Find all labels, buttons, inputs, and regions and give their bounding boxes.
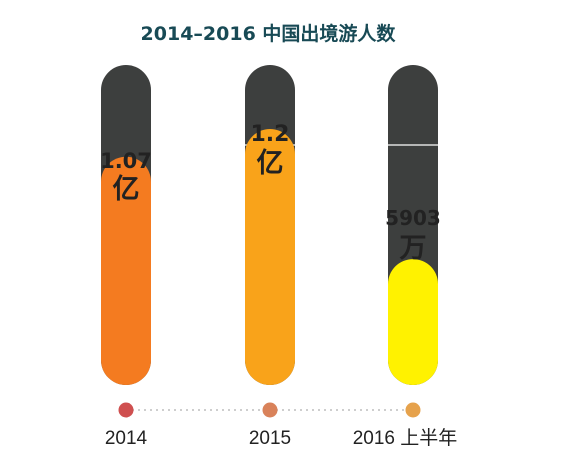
year-marker-dot <box>118 402 134 418</box>
bar-unit-label: 万 <box>400 233 427 264</box>
chart-title: 2014–2016 中国出境游人数 <box>141 22 397 45</box>
bar-2014 <box>101 156 151 385</box>
bar-2015 <box>245 129 295 385</box>
bar-unit-label: 亿 <box>257 148 284 179</box>
bar-2016-上半年 <box>388 259 438 385</box>
x-tick-label: 2014 <box>105 428 148 449</box>
bar-value-label: 1.07 <box>100 149 152 173</box>
year-marker-dot <box>405 402 421 418</box>
x-tick-label: 2016 上半年 <box>353 427 458 449</box>
bar-unit-label: 亿 <box>113 174 140 205</box>
bar-value-label: 5903 <box>385 206 441 230</box>
bar-value-label: 1.2 <box>251 122 290 147</box>
year-marker-dot <box>262 402 278 418</box>
x-tick-label: 2015 <box>249 428 291 449</box>
